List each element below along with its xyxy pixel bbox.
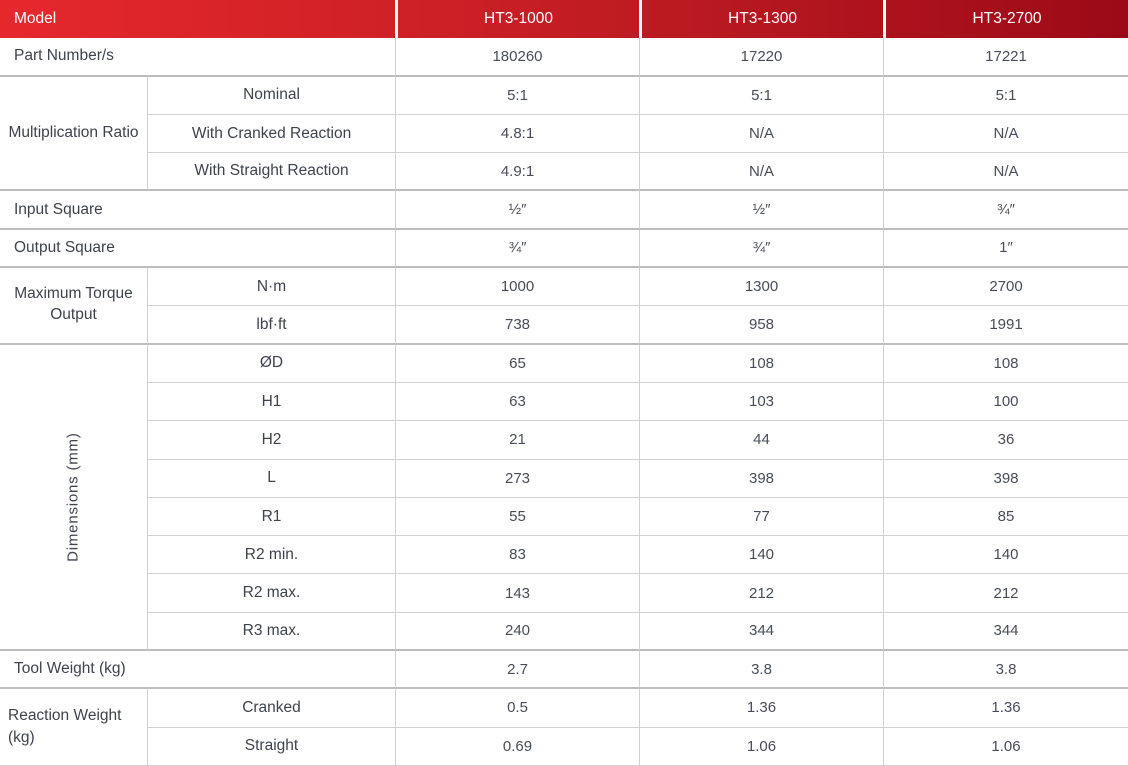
sub-label-cranked-reaction: With Cranked Reaction — [148, 115, 395, 154]
cell-r2max-ht3-2700: 212 — [883, 574, 1128, 613]
cell-nominal-ht3-1300: 5:1 — [639, 76, 883, 115]
header-column-ht3-1300: HT3-1300 — [639, 0, 883, 39]
cell-od-ht3-2700: 108 — [883, 344, 1128, 383]
header-column-ht3-1000: HT3-1000 — [395, 0, 639, 39]
sub-label-r3-max: R3 max. — [148, 613, 395, 652]
cell-tool-weight-ht3-1300: 3.8 — [639, 651, 883, 690]
cell-nominal-ht3-2700: 5:1 — [883, 76, 1128, 115]
cell-tool-weight-ht3-1000: 2.7 — [395, 651, 639, 690]
cell-r1-ht3-1300: 77 — [639, 497, 883, 537]
cell-nominal-ht3-1000: 5:1 — [395, 76, 639, 115]
cell-cranked-ratio-ht3-2700: N/A — [883, 114, 1128, 154]
sub-label-h1: H1 — [148, 383, 395, 422]
cell-nm-ht3-1000: 1000 — [395, 268, 639, 307]
sub-label-straight-reaction: With Straight Reaction — [148, 153, 395, 192]
cell-straight-ratio-ht3-2700: N/A — [883, 153, 1128, 192]
cell-output-square-ht3-1000: ¾″ — [395, 229, 639, 269]
sub-label-r2-min: R2 min. — [148, 536, 395, 575]
cell-r2max-ht3-1000: 143 — [395, 574, 639, 613]
group-label-reaction-weight: Reaction Weight (kg) — [0, 689, 148, 766]
group-label-dimensions: Dimensions (mm) — [0, 344, 148, 652]
sub-label-l: L — [148, 460, 395, 498]
cell-l-ht3-2700: 398 — [883, 459, 1128, 498]
cell-lbfft-ht3-1000: 738 — [395, 306, 639, 345]
cell-r3max-ht3-1000: 240 — [395, 612, 639, 652]
sub-label-lbfft: lbf·ft — [148, 306, 395, 345]
sub-label-h2: H2 — [148, 421, 395, 460]
cell-od-ht3-1000: 65 — [395, 344, 639, 383]
cell-od-ht3-1300: 108 — [639, 344, 883, 383]
sub-label-diameter-d: ØD — [148, 345, 395, 383]
cell-part-number-ht3-1300: 17220 — [639, 38, 883, 77]
cell-r2min-ht3-2700: 140 — [883, 536, 1128, 575]
cell-lbfft-ht3-1300: 958 — [639, 306, 883, 345]
cell-l-ht3-1000: 273 — [395, 459, 639, 498]
cell-input-square-ht3-2700: ¾″ — [883, 191, 1128, 230]
cell-cranked-weight-ht3-1300: 1.36 — [639, 689, 883, 728]
cell-h1-ht3-2700: 100 — [883, 382, 1128, 422]
cell-nm-ht3-2700: 2700 — [883, 268, 1128, 307]
cell-r2min-ht3-1000: 83 — [395, 536, 639, 575]
cell-r1-ht3-2700: 85 — [883, 497, 1128, 537]
cell-cranked-ratio-ht3-1300: N/A — [639, 114, 883, 154]
header-gradient-band — [0, 0, 1128, 39]
sub-label-r2-max: R2 max. — [148, 574, 395, 613]
cell-tool-weight-ht3-2700: 3.8 — [883, 651, 1128, 690]
row-label-output-square: Output Square — [0, 230, 395, 269]
cell-h2-ht3-2700: 36 — [883, 421, 1128, 460]
row-label-input-square: Input Square — [0, 191, 395, 230]
cell-cranked-ratio-ht3-1000: 4.8:1 — [395, 114, 639, 154]
cell-r2min-ht3-1300: 140 — [639, 536, 883, 575]
cell-h1-ht3-1300: 103 — [639, 382, 883, 422]
group-label-multiplication-ratio: Multiplication Ratio — [0, 76, 148, 192]
cell-straight-weight-ht3-1000: 0.69 — [395, 727, 639, 766]
row-label-part-number: Part Number/s — [0, 38, 395, 77]
cell-h1-ht3-1000: 63 — [395, 382, 639, 422]
row-label-tool-weight: Tool Weight (kg) — [0, 651, 395, 690]
cell-nm-ht3-1300: 1300 — [639, 268, 883, 307]
sub-label-cranked: Cranked — [148, 689, 395, 728]
group-label-max-torque: Maximum Torque Output — [0, 268, 148, 345]
sub-label-r1: R1 — [148, 498, 395, 537]
cell-cranked-weight-ht3-1000: 0.5 — [395, 689, 639, 728]
cell-h2-ht3-1000: 21 — [395, 421, 639, 460]
cell-output-square-ht3-1300: ¾″ — [639, 229, 883, 269]
cell-r1-ht3-1000: 55 — [395, 497, 639, 537]
cell-part-number-ht3-1000: 180260 — [395, 38, 639, 77]
cell-straight-weight-ht3-2700: 1.06 — [883, 727, 1128, 766]
cell-r2max-ht3-1300: 212 — [639, 574, 883, 613]
cell-straight-ratio-ht3-1300: N/A — [639, 153, 883, 192]
cell-r3max-ht3-1300: 344 — [639, 612, 883, 652]
sub-label-nominal: Nominal — [148, 77, 395, 115]
cell-l-ht3-1300: 398 — [639, 459, 883, 498]
cell-r3max-ht3-2700: 344 — [883, 612, 1128, 652]
cell-lbfft-ht3-2700: 1991 — [883, 306, 1128, 345]
cell-part-number-ht3-2700: 17221 — [883, 38, 1128, 77]
dimensions-vertical-label: Dimensions (mm) — [64, 432, 82, 562]
header-column-ht3-2700: HT3-2700 — [883, 0, 1128, 39]
cell-input-square-ht3-1300: ½″ — [639, 191, 883, 230]
cell-input-square-ht3-1000: ½″ — [395, 191, 639, 230]
sub-label-nm: N·m — [148, 268, 395, 307]
cell-cranked-weight-ht3-2700: 1.36 — [883, 689, 1128, 728]
sub-label-straight: Straight — [148, 728, 395, 766]
cell-straight-weight-ht3-1300: 1.06 — [639, 727, 883, 766]
cell-h2-ht3-1300: 44 — [639, 421, 883, 460]
cell-output-square-ht3-2700: 1″ — [883, 229, 1128, 269]
header-model-label: Model — [14, 10, 57, 28]
cell-straight-ratio-ht3-1000: 4.9:1 — [395, 153, 639, 192]
